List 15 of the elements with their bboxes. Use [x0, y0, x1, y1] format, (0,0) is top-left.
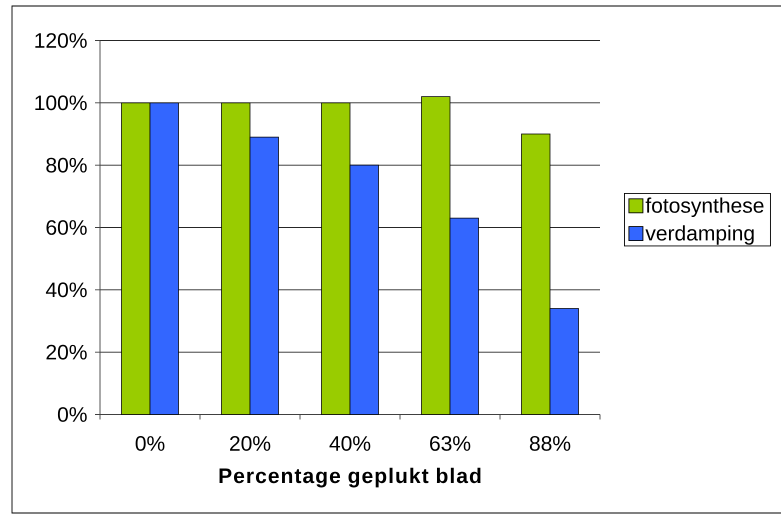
y-tick-label: 120%	[35, 33, 87, 48]
legend-label: fotosynthese	[646, 197, 764, 218]
x-axis-title: Percentage geplukt blad	[220, 468, 480, 488]
x-tick-label: 88%	[530, 436, 570, 451]
x-tick-label: 63%	[430, 436, 470, 451]
legend-label: verdamping	[645, 225, 754, 245]
y-tick-label: 40%	[46, 282, 87, 298]
x-tick-label: 0%	[136, 436, 164, 451]
y-tick-label: 20%	[46, 344, 87, 360]
y-tick-label: 100%	[35, 95, 87, 110]
y-tick-label: 80%	[46, 158, 87, 173]
y-tick-label: 60%	[46, 220, 87, 235]
x-tick-label: 40%	[329, 436, 370, 451]
y-tick-label: 0%	[58, 407, 87, 422]
x-tick-label: 20%	[230, 436, 270, 451]
